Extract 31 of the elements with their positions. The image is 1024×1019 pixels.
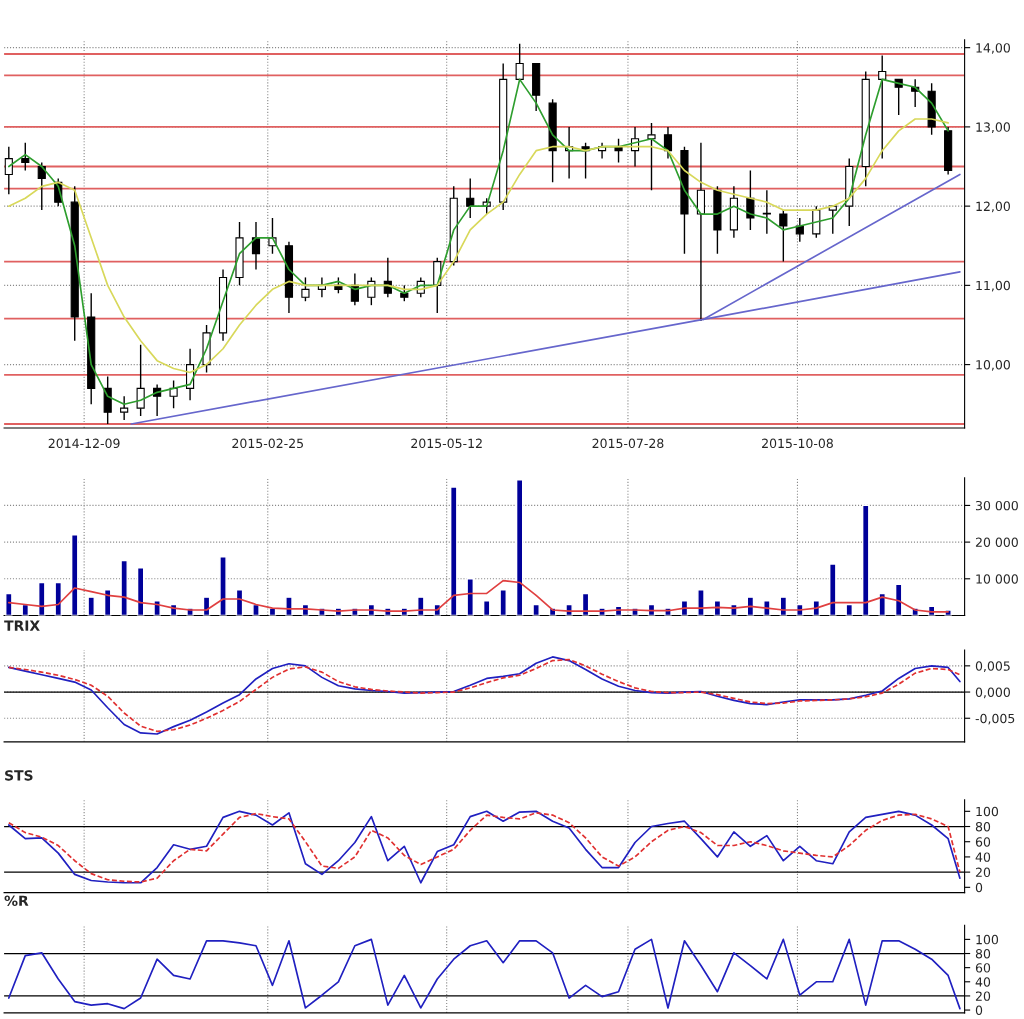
y-tick-label: 20 000 (975, 537, 1018, 548)
y-tick-label: 0 (975, 1005, 983, 1015)
x-tick-label: 2014-12-09 (48, 438, 120, 449)
y-tick-label: 10,00 (976, 360, 1010, 371)
y-tick-label: 10 000 (976, 574, 1018, 584)
y-tick-label: 100 (976, 806, 999, 817)
y-tick-label: 0,000 (975, 687, 1010, 699)
y-tick-label: -0,005 (975, 713, 1015, 725)
y-tick-label: 12,00 (976, 201, 1010, 213)
x-tick-label: 2015-07-28 (592, 438, 664, 449)
y-tick-label: 14,00 (976, 43, 1010, 54)
chart-title: STS (5, 770, 33, 781)
y-tick-label: 80 (975, 821, 991, 832)
y-tick-label: 30 000 (975, 500, 1018, 511)
y-tick-label: 0,005 (975, 661, 1010, 673)
y-tick-label: 20 (975, 991, 991, 1001)
x-tick-label: 2015-05-12 (411, 438, 482, 449)
x-tick-label: 2015-10-08 (762, 438, 833, 449)
y-tick-label: 40 (975, 852, 991, 862)
chart-title: TRIX (4, 620, 40, 631)
y-tick-label: 80 (975, 948, 991, 959)
y-tick-label: 40 (975, 977, 991, 987)
x-tick-label: 2015-02-25 (232, 438, 303, 449)
y-tick-label: 100 (976, 934, 999, 945)
y-tick-label: 0 (975, 882, 983, 893)
y-tick-label: 60 (975, 963, 991, 973)
chart-title: %R (4, 895, 29, 907)
y-tick-label: 20 (975, 867, 991, 878)
y-tick-label: 60 (975, 837, 991, 847)
y-tick-label: 11,00 (976, 280, 1010, 292)
y-tick-label: 13,00 (976, 122, 1010, 134)
